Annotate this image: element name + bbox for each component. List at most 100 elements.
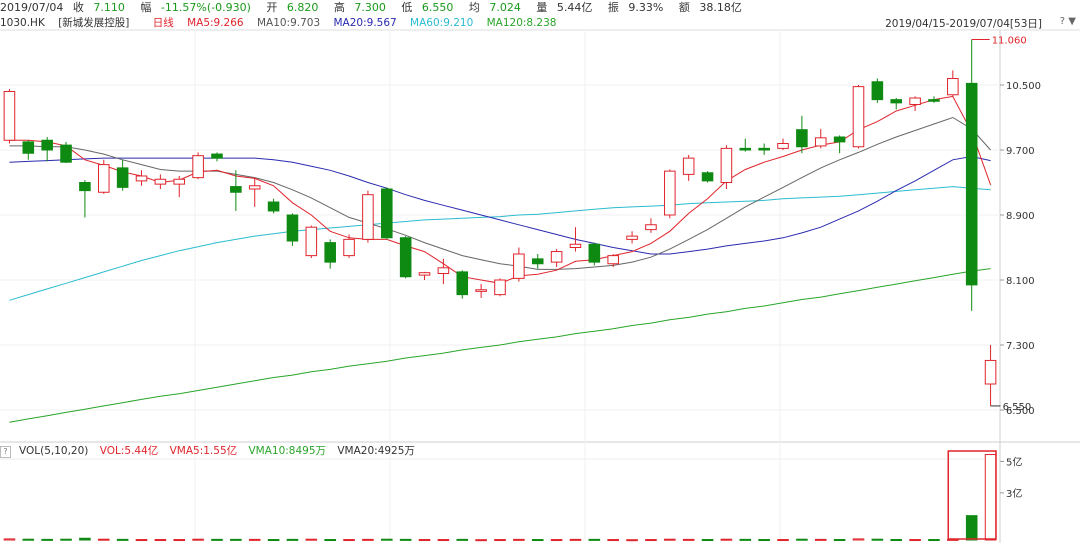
date-range: 2019/04/15-2019/07/04[53日]	[885, 18, 1042, 30]
volume-bar	[777, 539, 789, 542]
vma5-label: VMA5:1.55亿	[169, 445, 238, 457]
candle-body	[305, 226, 318, 257]
ma20-line	[9, 155, 991, 255]
candle-body	[192, 155, 204, 179]
candle-body	[41, 139, 53, 151]
ma120-line	[9, 268, 991, 423]
volume-bar	[343, 539, 355, 542]
y-tick-label: 10.500	[1006, 81, 1041, 92]
candle-body	[720, 147, 733, 183]
volume-bar	[588, 538, 601, 541]
candle-body	[701, 172, 714, 182]
ma-legend: 1030.HK [新城发展控股] 日线 MA5:9.266 MA10:9.703…	[0, 16, 1080, 31]
ma60-line	[9, 186, 991, 301]
volume-bar	[550, 539, 563, 542]
volume-bar	[645, 539, 657, 542]
candle-body	[437, 267, 450, 274]
candle-body	[173, 178, 186, 185]
candle-body	[814, 137, 827, 147]
volume-bar	[41, 538, 53, 541]
volume-bar	[796, 538, 808, 541]
volume-bar	[230, 538, 242, 541]
quote-change: 幅 -11.57%(-0.930)	[140, 1, 251, 14]
candle-body	[739, 147, 752, 151]
candle-body	[796, 129, 808, 148]
quote-date: 2019/07/04	[0, 1, 64, 14]
volume-bar	[720, 538, 733, 541]
candle-body	[909, 97, 921, 105]
ma10-line	[9, 116, 991, 270]
candle-body	[645, 224, 657, 231]
ma10-label: MA10:9.703	[256, 17, 321, 29]
volume-bar	[324, 539, 336, 542]
vol-indicator-label: VOL(5,10,20)	[19, 445, 89, 457]
volume-bar	[569, 538, 582, 541]
candle-body	[682, 157, 695, 175]
volume-bar	[3, 538, 16, 541]
candle-body	[230, 186, 242, 193]
volume-bar	[965, 515, 978, 541]
volume-bar	[192, 538, 204, 541]
volume-bar	[381, 538, 393, 541]
vol-tick-label: 3亿	[1006, 487, 1022, 500]
volume-bar	[173, 539, 186, 542]
volume-bar	[928, 539, 940, 542]
candle-body	[890, 99, 903, 104]
candle-body	[569, 243, 582, 248]
candle-body	[343, 238, 355, 257]
volume-bar	[97, 538, 110, 541]
candle-body	[833, 136, 846, 143]
candle-body	[135, 175, 148, 182]
quote-volume: 量 5.44亿	[536, 1, 593, 14]
candle-body	[324, 242, 336, 263]
volume-bar	[852, 538, 865, 541]
vol-value: VOL:5.44亿	[99, 445, 159, 457]
y-tick-label: 8.100	[1006, 276, 1035, 287]
volume-bar	[814, 538, 827, 541]
dropdown-icon[interactable]: ▼	[1068, 16, 1076, 27]
ma5-label: MA5:9.266	[187, 17, 244, 29]
candle-body	[871, 81, 884, 101]
candle-body	[22, 141, 35, 154]
candle-body	[626, 235, 638, 240]
quote-avg: 均 7.024	[468, 1, 521, 14]
quote-low: 低 6.550	[401, 1, 454, 14]
max-price-label: 11.060	[992, 36, 1027, 47]
volume-bar	[664, 538, 676, 541]
volume-bar	[909, 539, 921, 542]
volume-bar	[494, 539, 506, 542]
candle-body	[588, 243, 601, 263]
candle-body	[267, 201, 280, 212]
candle-body	[381, 188, 393, 239]
candle-body	[607, 255, 619, 265]
volume-bar	[739, 538, 752, 541]
chart-controls: ? ▼	[1060, 16, 1076, 27]
candle-body	[116, 167, 129, 188]
volume-bar	[475, 539, 487, 542]
volume-bar	[984, 454, 997, 541]
candle-body	[3, 91, 16, 141]
candle-body	[97, 164, 110, 193]
volume-bar	[607, 539, 619, 542]
volume-bar	[248, 538, 261, 541]
quote-open: 开 6.820	[266, 1, 319, 14]
candle-body	[362, 194, 374, 240]
volume-bar	[418, 539, 431, 542]
volume-bar	[154, 539, 167, 542]
candle-body	[513, 253, 525, 279]
y-tick-label: 9.700	[1006, 146, 1035, 157]
period-label[interactable]: 日线	[152, 17, 174, 29]
candle-body	[928, 99, 940, 102]
volume-bar	[267, 539, 280, 542]
volume-bar	[79, 537, 91, 541]
volume-bar	[758, 539, 770, 542]
help-icon[interactable]: ?	[0, 446, 11, 458]
quote-high: 高 7.300	[333, 1, 386, 14]
ma5-line	[9, 95, 992, 284]
volume-bar	[456, 538, 469, 541]
volume-legend: ? VOL(5,10,20) VOL:5.44亿 VMA5:1.55亿 VMA10…	[0, 443, 1080, 459]
help-icon[interactable]: ?	[1059, 16, 1066, 27]
volume-bar	[701, 539, 714, 542]
candle-body	[550, 251, 563, 263]
